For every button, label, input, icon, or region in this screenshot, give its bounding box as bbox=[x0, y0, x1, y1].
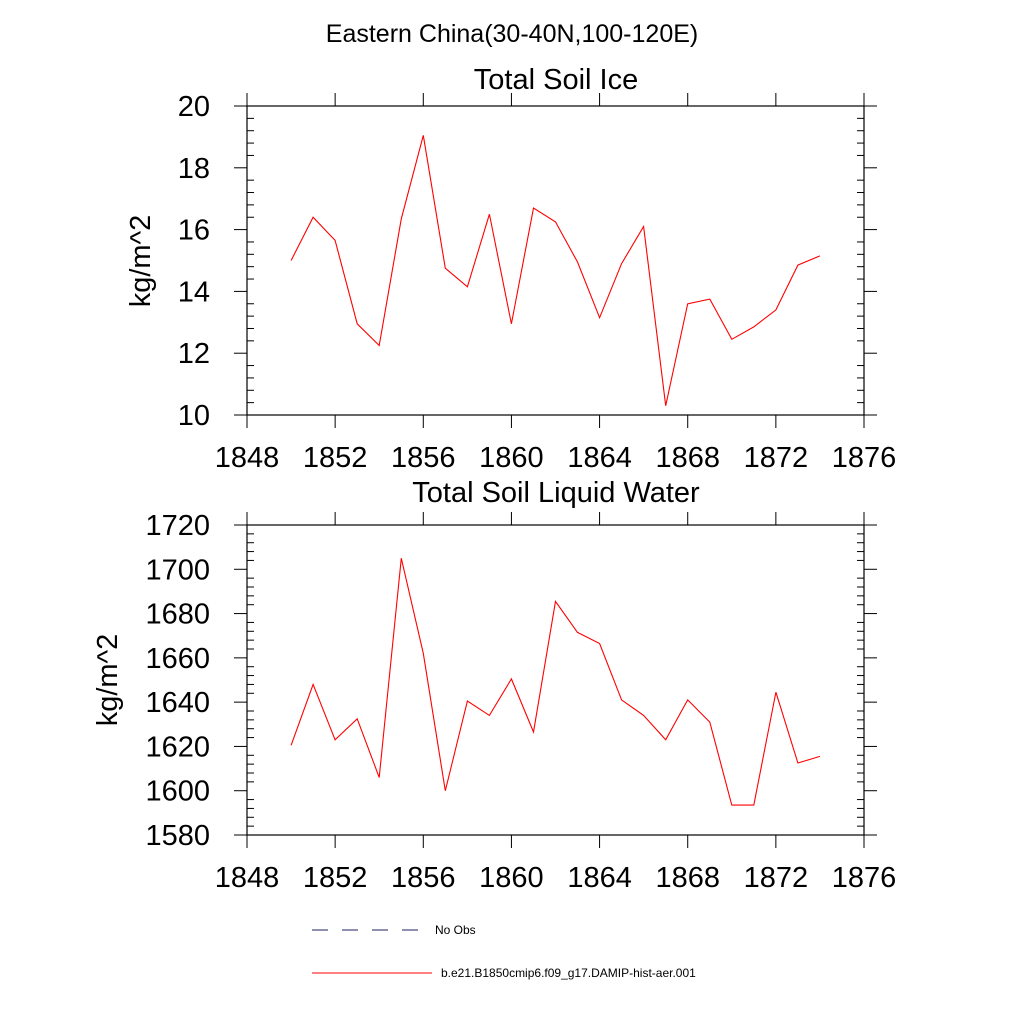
x-tick-label: 1848 bbox=[215, 862, 280, 894]
y-tick-label: 20 bbox=[178, 91, 210, 123]
y-tick-label: 16 bbox=[178, 215, 210, 247]
y-axis-label: kg/m^2 bbox=[92, 634, 124, 727]
x-tick-label: 1872 bbox=[744, 862, 809, 894]
x-tick-label: 1868 bbox=[655, 862, 720, 894]
panel-total-soil-ice: Total Soil Ice kg/m^2 1848 1852 1856 1860 18… bbox=[125, 64, 896, 474]
y-axis-label: kg/m^2 bbox=[125, 215, 157, 308]
y-tick-label: 1680 bbox=[145, 599, 210, 631]
y-tick-label: 1700 bbox=[145, 554, 210, 586]
x-tick-label: 1876 bbox=[832, 442, 897, 474]
series-line bbox=[290, 558, 821, 806]
x-tick-label: 1852 bbox=[303, 442, 368, 474]
x-tick-label: 1848 bbox=[215, 442, 280, 474]
x-tick-label: 1868 bbox=[655, 442, 720, 474]
y-tick-label: 1620 bbox=[145, 731, 210, 763]
legend-label-no-obs: No Obs bbox=[435, 923, 476, 937]
x-tick-label: 1864 bbox=[567, 862, 632, 894]
panel-title: Total Soil Liquid Water bbox=[412, 477, 700, 509]
x-tick-label: 1872 bbox=[744, 442, 809, 474]
x-tick-label: 1856 bbox=[391, 862, 456, 894]
y-tick-label: 10 bbox=[178, 400, 210, 432]
y-tick-label: 1640 bbox=[145, 687, 210, 719]
y-tick-label: 14 bbox=[178, 276, 210, 308]
y-tick-label: 18 bbox=[178, 153, 210, 185]
x-tick-label: 1860 bbox=[479, 862, 544, 894]
y-tick-label: 1580 bbox=[145, 820, 210, 852]
y-tick-label: 1720 bbox=[145, 510, 210, 542]
x-tick-label: 1864 bbox=[567, 442, 632, 474]
y-tick-label: 1660 bbox=[145, 643, 210, 675]
y-tick-label: 1600 bbox=[145, 776, 210, 808]
x-tick-label: 1860 bbox=[479, 442, 544, 474]
x-tick-label: 1876 bbox=[832, 862, 897, 894]
figure-title: Eastern China(30-40N,100-120E) bbox=[326, 20, 698, 48]
panel-total-soil-liquid-water: Total Soil Liquid Water kg/m^2 1848 1852 1… bbox=[92, 477, 896, 894]
plot-frame bbox=[246, 105, 865, 416]
x-tick-label: 1852 bbox=[303, 862, 368, 894]
series-line bbox=[290, 135, 821, 406]
y-tick-label: 12 bbox=[178, 338, 210, 370]
legend-label-model: b.e21.B1850cmip6.f09_g17.DAMIP-hist-aer.… bbox=[441, 966, 696, 980]
panel-title: Total Soil Ice bbox=[474, 64, 638, 96]
legend: No Obs b.e21.B1850cmip6.f09_g17.DAMIP-hi… bbox=[312, 923, 696, 980]
x-tick-label: 1856 bbox=[391, 442, 456, 474]
plot-frame bbox=[246, 524, 865, 836]
